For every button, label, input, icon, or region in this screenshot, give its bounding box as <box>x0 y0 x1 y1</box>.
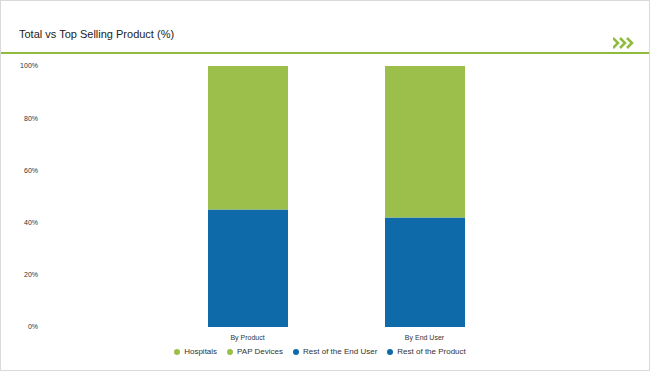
html-text:Total vs Top Selling Product (: Total vs Top Selling Product (%) <box>19 28 175 40</box>
svg-text:60%: 60% <box>24 167 38 174</box>
svg-text:By End User: By End User <box>405 334 445 342</box>
svg-text:By Product: By Product <box>230 334 264 342</box>
svg-text:100%: 100% <box>20 62 38 69</box>
svg-text:20%: 20% <box>24 271 38 278</box>
svg-text:80%: 80% <box>24 115 38 122</box>
html-text:PAP Devices: PAP Devices <box>237 347 283 356</box>
html-text:Rest of the Product: Rest of the Product <box>397 347 466 356</box>
svg-text:40%: 40% <box>24 219 38 226</box>
html-text:Hospitals: Hospitals <box>184 347 218 356</box>
svg-text:0%: 0% <box>28 323 38 330</box>
html-text:Rest of the End User: Rest of the End User <box>303 347 378 356</box>
